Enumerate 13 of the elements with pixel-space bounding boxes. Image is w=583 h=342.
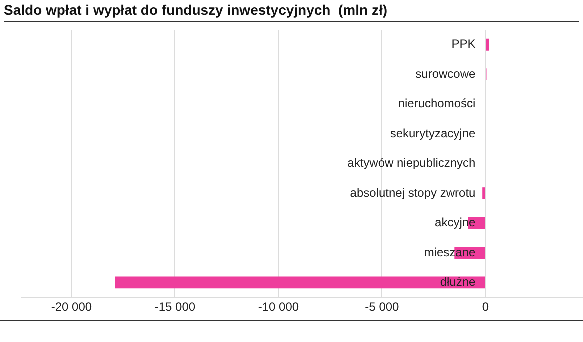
x-tick-label: -20 000: [51, 300, 92, 314]
y-tick-label: absolutnej stopy zwrotu: [350, 186, 476, 200]
y-tick-label: nieruchomości: [398, 96, 476, 111]
x-tick-label: -15 000: [154, 300, 196, 314]
x-tick-label: -10 000: [258, 300, 300, 314]
chart-title: Saldo wpłat i wypłat do funduszy inwestycyjnych (mln zł): [4, 2, 579, 22]
y-tick-label: surowcowe: [416, 66, 476, 81]
y-tick-label: aktywów niepublicznych: [348, 156, 476, 170]
y-tick-label: dłużne: [440, 275, 476, 290]
y-tick-label: PPK: [452, 37, 476, 52]
x-tick-label: 0: [482, 300, 490, 314]
y-tick-label: sekurytyzacyjne: [390, 126, 476, 140]
x-tick-label: -5 000: [365, 300, 400, 314]
